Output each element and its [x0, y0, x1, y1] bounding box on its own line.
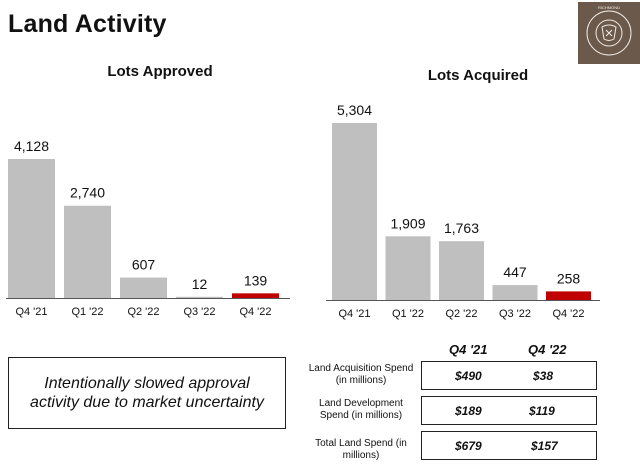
cell-land-acquisition-q4-22: $38 [533, 369, 554, 383]
acquired-bar-2 [439, 241, 484, 300]
chart-title-lots-approved: Lots Approved [107, 63, 213, 80]
approved-data-label-2: 607 [132, 257, 156, 273]
acquired-data-label-4: 258 [557, 270, 581, 286]
acquired-tick-label-4: Q4 '22 [552, 308, 584, 320]
acquired-data-label-0: 5,304 [337, 102, 372, 118]
acquired-tick-label-2: Q2 '22 [445, 308, 477, 320]
approved-data-label-1: 2,740 [70, 185, 105, 201]
acquired-bar-1 [385, 236, 431, 300]
acquired-bar-4 [546, 291, 591, 300]
row-label-land-acquisition: Land Acquisition Spend (in millions) [308, 363, 414, 386]
acquired-tick-label-1: Q1 '22 [392, 308, 424, 320]
approved-data-label-3: 12 [192, 276, 208, 292]
approved-tick-label-1: Q1 '22 [71, 306, 103, 318]
row-box-land-development: $189 $119 [421, 396, 597, 425]
approved-tick-label-3: Q3 '22 [183, 306, 215, 318]
row-box-land-acquisition: $490 $38 [421, 361, 597, 390]
approved-bar-1 [64, 205, 111, 298]
approved-bar-0 [8, 159, 55, 298]
acquired-tick-label-3: Q3 '22 [499, 308, 531, 320]
acquired-tick-label-0: Q4 '21 [338, 308, 370, 320]
chart-title-lots-acquired: Lots Acquired [427, 67, 529, 84]
company-logo: RICHMOND [578, 2, 640, 64]
approved-data-label-0: 4,128 [14, 138, 49, 154]
cell-total-land-spend-q4-21: $679 [455, 439, 482, 453]
approved-bar-2 [120, 277, 167, 298]
acquired-bar-3 [492, 285, 538, 300]
cell-land-acquisition-q4-21: $490 [455, 369, 482, 383]
logo-emblem-icon: RICHMOND [586, 5, 632, 56]
approved-tick-label-4: Q4 '22 [239, 306, 271, 318]
acquired-data-label-3: 447 [503, 264, 527, 280]
approval-note: Intentionally slowed approval activity d… [8, 357, 286, 429]
approved-bar-4 [232, 293, 279, 298]
approved-data-label-4: 139 [244, 272, 268, 288]
acquired-data-label-1: 1,909 [390, 215, 425, 231]
svg-text:RICHMOND: RICHMOND [598, 5, 620, 10]
cell-land-development-q4-21: $189 [455, 404, 482, 418]
approved-tick-label-2: Q2 '22 [127, 306, 159, 318]
acquired-data-label-2: 1,763 [444, 220, 479, 236]
page-title: Land Activity [8, 10, 167, 38]
cell-total-land-spend-q4-22: $157 [531, 439, 558, 453]
table-header-q4-21: Q4 '21 [449, 342, 488, 357]
approved-bar-3 [176, 296, 223, 298]
acquired-bar-0 [332, 123, 377, 300]
row-box-total-land-spend: $679 $157 [421, 431, 597, 460]
row-label-land-development: Land Development Spend (in millions) [319, 398, 403, 421]
table-header-q4-22: Q4 '22 [528, 342, 567, 357]
cell-land-development-q4-22: $119 [529, 404, 555, 418]
approved-tick-label-0: Q4 '21 [15, 306, 47, 318]
row-label-total-land-spend: Total Land Spend (in millions) [315, 438, 407, 461]
